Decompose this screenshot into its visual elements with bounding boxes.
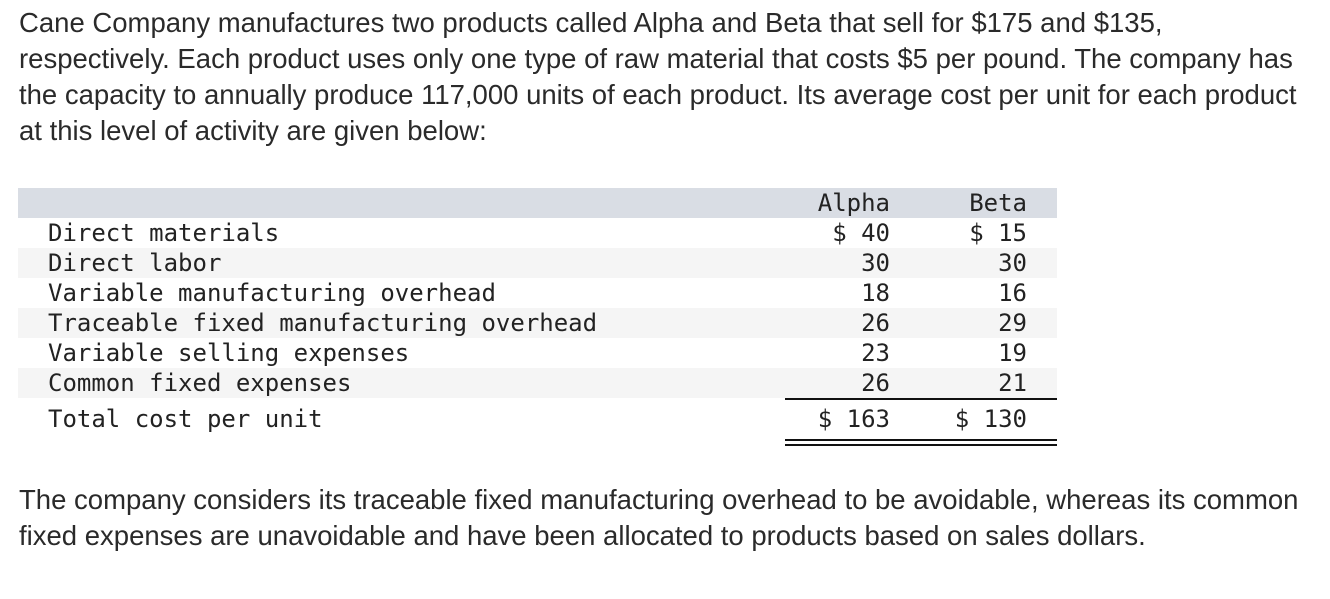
problem-intro-paragraph: Cane Company manufactures two products c… [19,7,1297,146]
beta-value: 29 [998,309,1027,337]
alpha-value: 26 [861,309,890,337]
total-row: Total cost per unit $ 163 $ 130 [18,398,1057,440]
beta-value: 30 [998,249,1027,277]
alpha-value: 18 [861,279,890,307]
alpha-total: $ 163 [817,405,890,433]
beta-total: $ 130 [954,405,1027,433]
subtotal-rule [785,398,1057,400]
column-header-beta: Beta [969,189,1027,217]
alpha-value: $ 40 [832,219,890,247]
table-row: Direct labor 30 30 [18,248,1057,278]
total-label: Total cost per unit [48,405,323,433]
table-row: Common fixed expenses 26 21 [18,368,1057,398]
cost-per-unit-table: Alpha Beta Direct materials $ 40 $ 15 Di… [18,188,1057,446]
row-label: Direct labor [48,249,222,277]
row-label: Traceable fixed manufacturing overhead [48,309,598,337]
alpha-value: 26 [861,369,890,397]
row-label: Variable manufacturing overhead [48,279,496,307]
beta-value: 21 [998,369,1027,397]
problem-outro-paragraph: The company considers its traceable fixe… [19,484,1299,551]
alpha-value: 23 [861,339,890,367]
total-double-rule-top [785,439,1057,441]
row-label: Direct materials [48,219,280,247]
table-row: Direct materials $ 40 $ 15 [18,218,1057,248]
column-header-alpha: Alpha [817,189,890,217]
beta-value: 19 [998,339,1027,367]
row-label: Variable selling expenses [48,339,410,367]
table-row: Traceable fixed manufacturing overhead 2… [18,308,1057,338]
table-header-row: Alpha Beta [18,188,1057,218]
beta-value: 16 [998,279,1027,307]
total-double-rule-bottom [785,444,1057,446]
row-label: Common fixed expenses [48,369,352,397]
table-row: Variable manufacturing overhead 18 16 [18,278,1057,308]
beta-value: $ 15 [969,219,1027,247]
table-row: Variable selling expenses 23 19 [18,338,1057,368]
alpha-value: 30 [861,249,890,277]
